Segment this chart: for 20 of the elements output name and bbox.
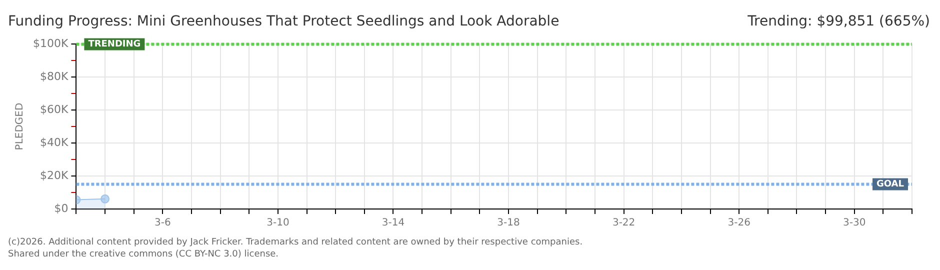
x-tick-label: 3-22: [612, 218, 636, 229]
ref-line-label: GOAL: [876, 180, 904, 190]
y-tick-label: $20K: [40, 168, 69, 182]
x-tick-label: 3-26: [728, 218, 750, 229]
text: Trending: $99,851 (665%): [746, 14, 930, 30]
y-tick-label: $60K: [40, 102, 69, 116]
x-tick-label: 3-14: [382, 218, 405, 229]
y-tick-label: $0: [54, 202, 68, 215]
y-tick-label: $40K: [40, 136, 69, 149]
x-tick-label: 3-10: [266, 218, 290, 229]
y-axis-title: PLEDGED: [14, 102, 26, 150]
y-tick-label: $80K: [40, 70, 69, 83]
x-tick-label: 3-18: [497, 218, 520, 229]
text: (c)2026. Additional content provided by Jack Fricker. Trademarks and related content are owned by their respective companies.: [8, 237, 583, 248]
chart-title: Funding Progress: Mini Greenhouses That Protect Seedlings and Look Adorable: [8, 14, 560, 30]
text: Shared under the creative commons (CC BY-NC 3.0) license.: [8, 249, 279, 260]
ref-line-label: TRENDING: [88, 40, 141, 50]
x-tick-label: 3-6: [154, 218, 171, 229]
y-tick-label: $100K: [32, 36, 69, 50]
x-tick-label: 3-30: [843, 218, 866, 229]
